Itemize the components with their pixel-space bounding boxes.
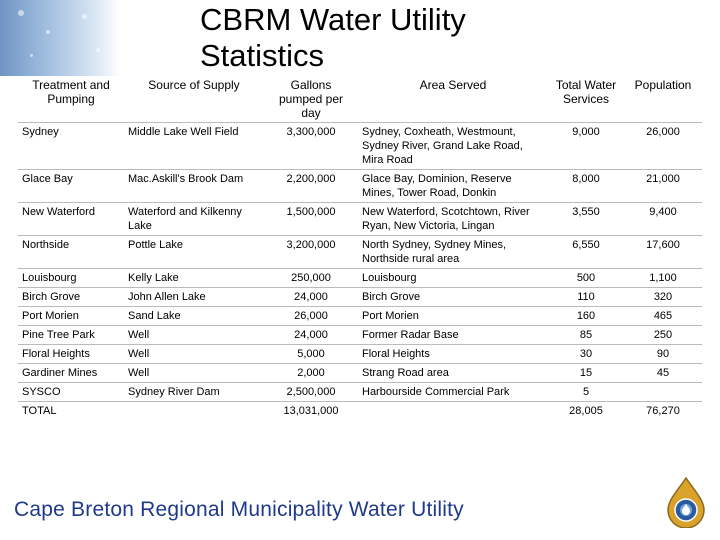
cell-services: 30 (548, 344, 624, 364)
cell-services: 9,000 (548, 122, 624, 170)
cell-population: 320 (624, 287, 702, 307)
cell-plant: Louisbourg (18, 268, 124, 288)
table-row: SYSCO Sydney River Dam 2,500,000 Harbour… (18, 382, 702, 402)
cell-source: Well (124, 363, 264, 383)
cell-services: 6,550 (548, 235, 624, 269)
footer-text: Cape Breton Regional Municipality Water … (14, 498, 464, 521)
table-row: Glace Bay Mac.Askill's Brook Dam 2,200,0… (18, 169, 702, 203)
total-services: 28,005 (548, 401, 624, 420)
cell-area: Former Radar Base (358, 325, 548, 345)
header-source: Source of Supply (148, 78, 240, 92)
cell-gallons: 24,000 (264, 325, 358, 345)
cell-population: 90 (624, 344, 702, 364)
cell-gallons: 2,000 (264, 363, 358, 383)
cell-plant: Sydney (18, 122, 124, 170)
cell-population: 9,400 (624, 202, 702, 236)
header-treatment: Treatment and Pumping (32, 78, 110, 106)
cell-plant: Port Morien (18, 306, 124, 326)
table-row: Port Morien Sand Lake 26,000 Port Morien… (18, 306, 702, 326)
cell-source: Kelly Lake (124, 268, 264, 288)
cell-area: Birch Grove (358, 287, 548, 307)
header-services: Total Water Services (555, 78, 617, 106)
cell-services: 5 (548, 382, 624, 402)
water-statistics-table: Treatment and Pumping Source of Supply G… (18, 76, 702, 420)
total-population: 76,270 (624, 401, 702, 420)
cell-services: 160 (548, 306, 624, 326)
cell-area: Louisbourg (358, 268, 548, 288)
cell-area: Floral Heights (358, 344, 548, 364)
total-label: TOTAL (18, 401, 124, 420)
cell-area: Strang Road area (358, 363, 548, 383)
cell-services: 85 (548, 325, 624, 345)
cell-services: 3,550 (548, 202, 624, 236)
cell-gallons: 2,500,000 (264, 382, 358, 402)
total-gallons: 13,031,000 (264, 401, 358, 420)
cell-plant: SYSCO (18, 382, 124, 402)
cell-source: Sand Lake (124, 306, 264, 326)
cell-population: 465 (624, 306, 702, 326)
cell-gallons: 26,000 (264, 306, 358, 326)
cell-plant: Glace Bay (18, 169, 124, 203)
cell-area: Glace Bay, Dominion, Reserve Mines, Towe… (358, 169, 548, 203)
water-drop-emblem-icon (667, 476, 705, 528)
cell-source: Middle Lake Well Field (124, 122, 264, 170)
table-row: Floral Heights Well 5,000 Floral Heights… (18, 344, 702, 364)
cell-gallons: 3,300,000 (264, 122, 358, 170)
table-row: New Waterford Waterford and Kilkenny Lak… (18, 202, 702, 236)
cell-plant: Floral Heights (18, 344, 124, 364)
page-title: CBRM Water Utility Statistics (200, 2, 466, 73)
cell-gallons: 2,200,000 (264, 169, 358, 203)
cell-services: 500 (548, 268, 624, 288)
cell-services: 15 (548, 363, 624, 383)
cell-plant: Birch Grove (18, 287, 124, 307)
header-gallons: Gallons pumped per day (278, 78, 344, 120)
cell-services: 110 (548, 287, 624, 307)
cell-source: Well (124, 344, 264, 364)
cell-gallons: 250,000 (264, 268, 358, 288)
water-background-image (0, 0, 120, 76)
cell-population (624, 382, 702, 402)
cell-gallons: 3,200,000 (264, 235, 358, 269)
cell-population: 45 (624, 363, 702, 383)
cell-source: Sydney River Dam (124, 382, 264, 402)
cell-plant: Northside (18, 235, 124, 269)
table-row: Sydney Middle Lake Well Field 3,300,000 … (18, 122, 702, 170)
table-header-row: Treatment and Pumping Source of Supply G… (18, 76, 702, 123)
cell-area: Port Morien (358, 306, 548, 326)
table-row: Louisbourg Kelly Lake 250,000 Louisbourg… (18, 268, 702, 288)
cell-gallons: 1,500,000 (264, 202, 358, 236)
cell-population: 1,100 (624, 268, 702, 288)
cell-source: Well (124, 325, 264, 345)
cell-area: Harbourside Commercial Park (358, 382, 548, 402)
cell-population: 26,000 (624, 122, 702, 170)
cell-area: Sydney, Coxheath, Westmount, Sydney Rive… (358, 122, 548, 170)
cell-plant: Pine Tree Park (18, 325, 124, 345)
cell-population: 17,600 (624, 235, 702, 269)
cell-services: 8,000 (548, 169, 624, 203)
cell-plant: Gardiner Mines (18, 363, 124, 383)
total-row: TOTAL 13,031,000 28,005 76,270 (18, 401, 702, 420)
header-area: Area Served (419, 78, 487, 92)
header-population: Population (634, 78, 692, 92)
cell-source: Mac.Askill's Brook Dam (124, 169, 264, 203)
cell-area: New Waterford, Scotchtown, River Ryan, N… (358, 202, 548, 236)
cell-source: John Allen Lake (124, 287, 264, 307)
cell-source: Waterford and Kilkenny Lake (124, 202, 264, 236)
cell-population: 250 (624, 325, 702, 345)
table-row: Northside Pottle Lake 3,200,000 North Sy… (18, 235, 702, 269)
cell-population: 21,000 (624, 169, 702, 203)
table-row: Pine Tree Park Well 24,000 Former Radar … (18, 325, 702, 345)
cell-gallons: 5,000 (264, 344, 358, 364)
cell-source: Pottle Lake (124, 235, 264, 269)
cell-plant: New Waterford (18, 202, 124, 236)
cell-gallons: 24,000 (264, 287, 358, 307)
table-row: Birch Grove John Allen Lake 24,000 Birch… (18, 287, 702, 307)
cell-area: North Sydney, Sydney Mines, Northside ru… (358, 235, 548, 269)
total-area-empty (358, 401, 548, 420)
total-source-empty (124, 401, 264, 420)
table-row: Gardiner Mines Well 2,000 Strang Road ar… (18, 363, 702, 383)
